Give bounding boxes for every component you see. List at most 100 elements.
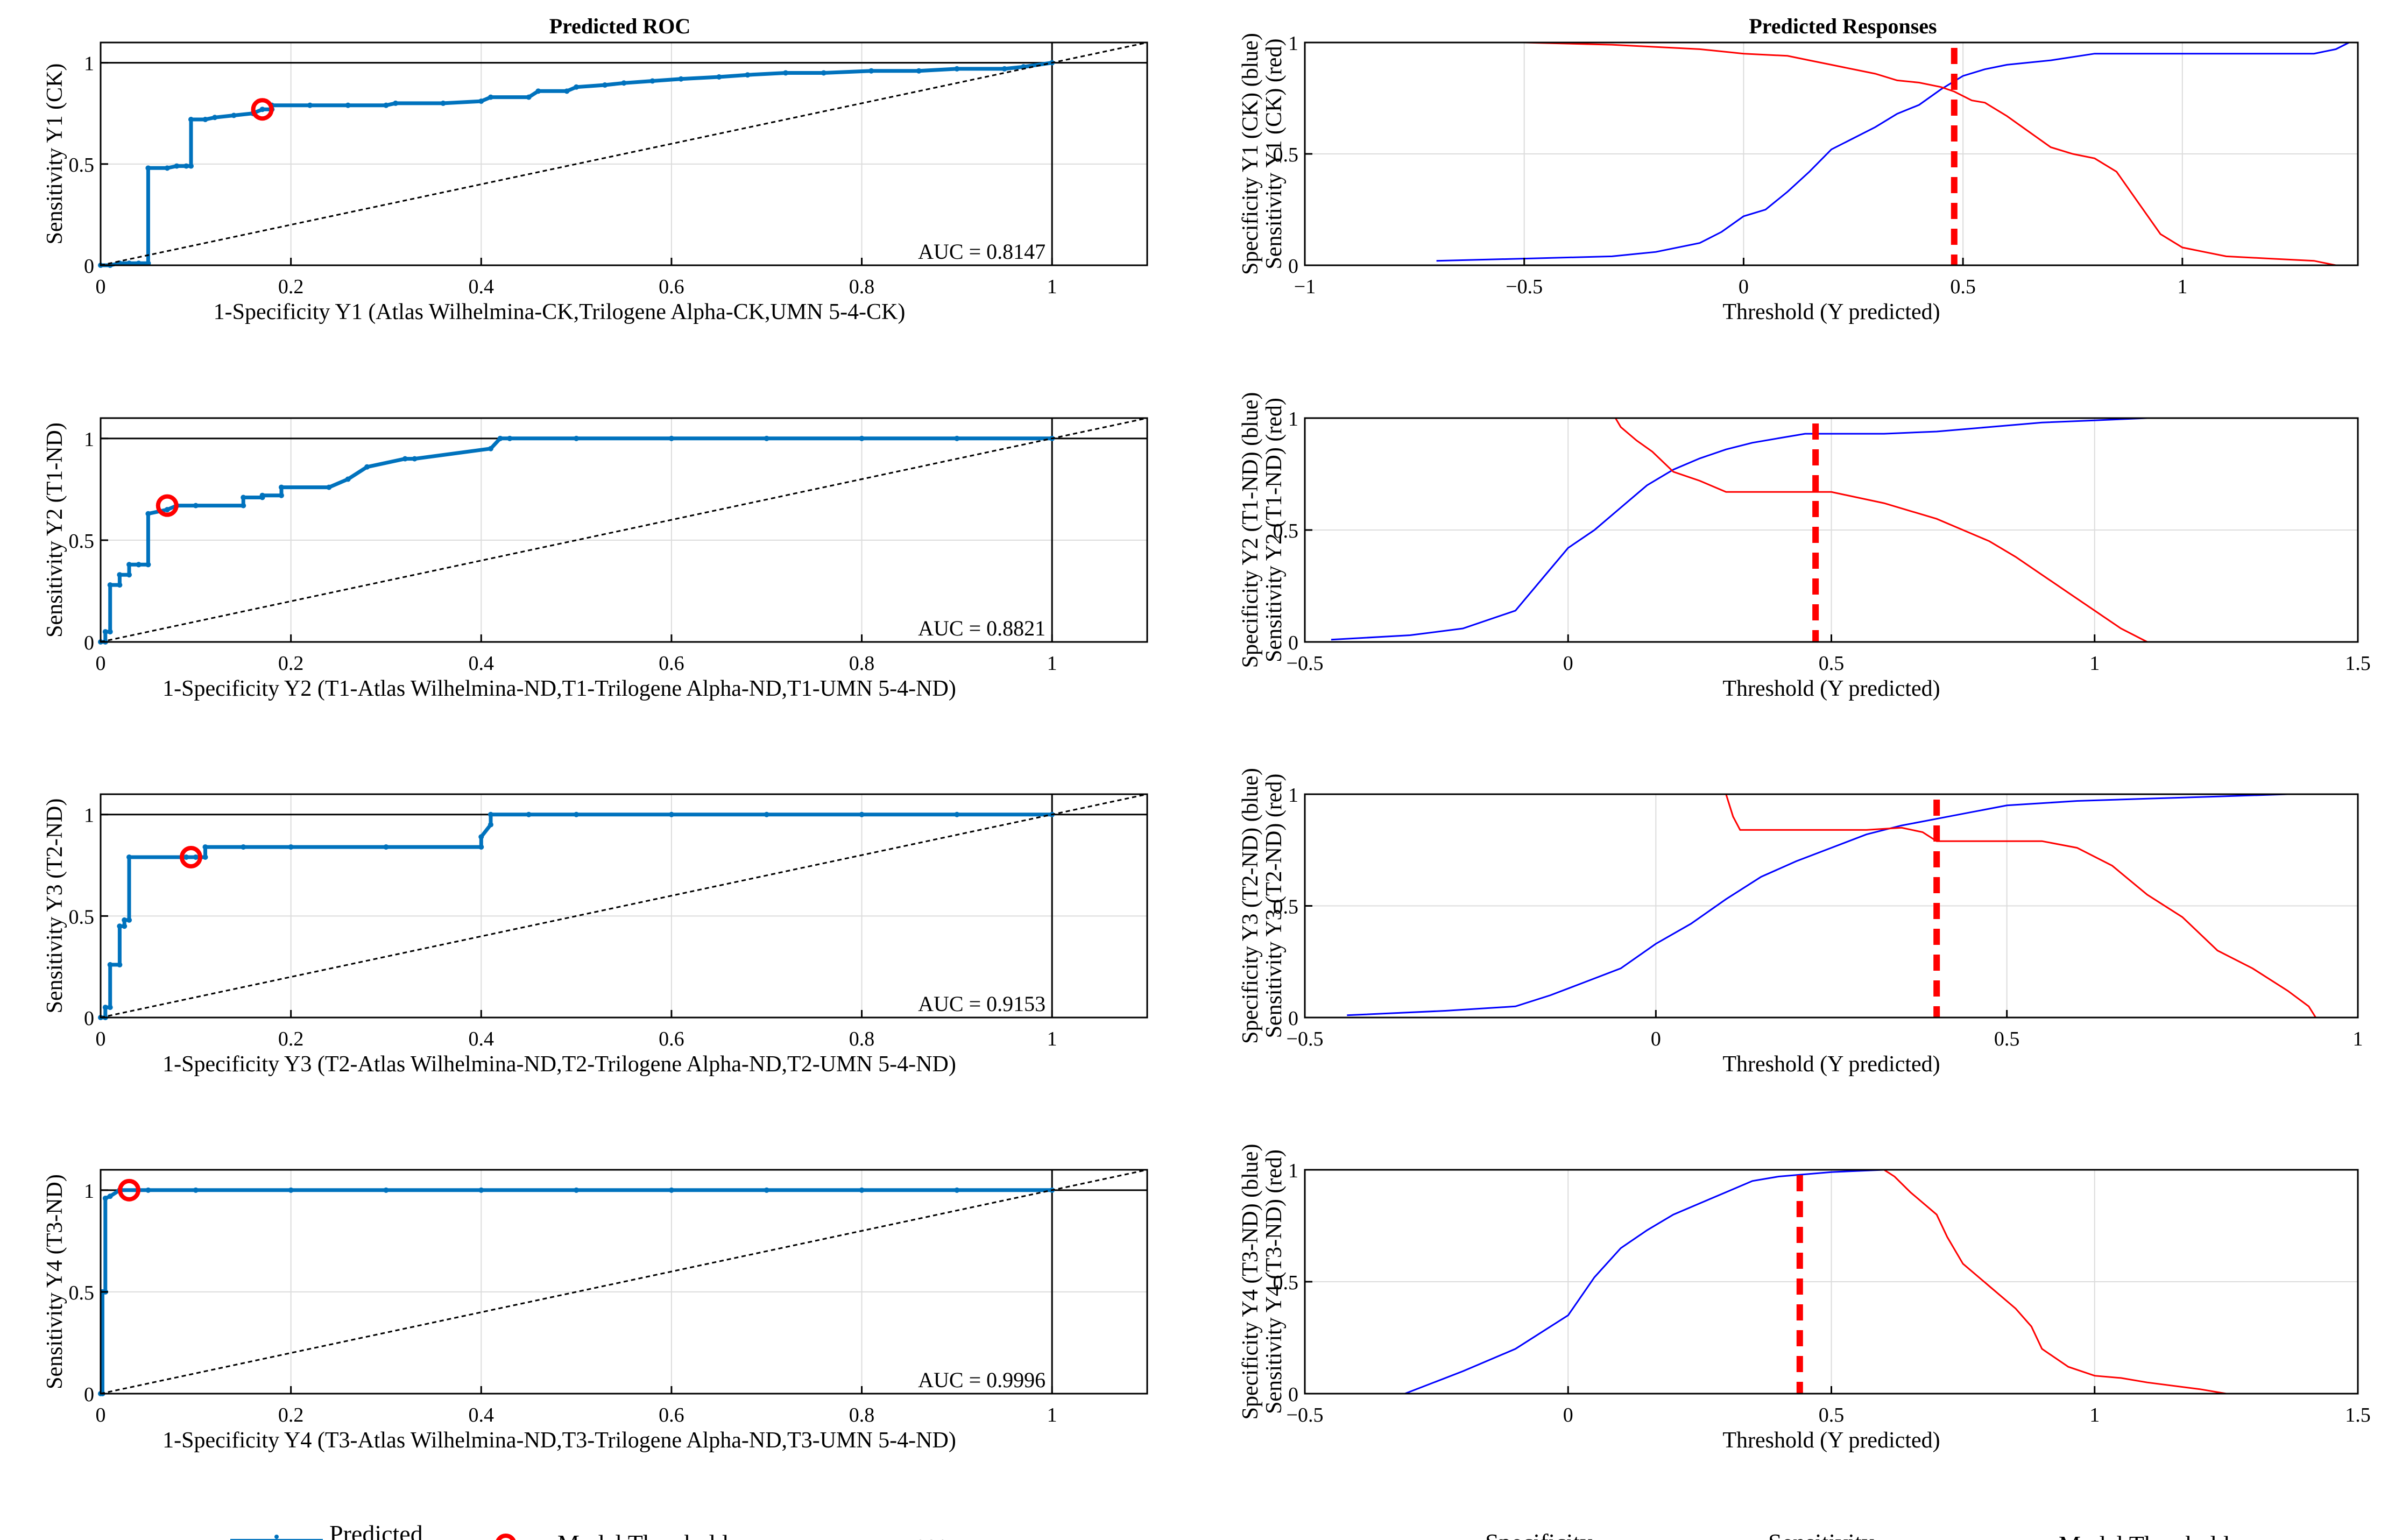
y-tick-label: 1 <box>1288 32 1298 55</box>
y-tick-label: 0 <box>84 255 94 278</box>
x-axis-label: Threshold (Y predicted) <box>1722 1052 1940 1077</box>
predicted-point <box>107 1005 113 1011</box>
predicted-point <box>107 1193 113 1199</box>
auc-label: AUC = 0.9153 <box>918 992 1045 1016</box>
fifty-percent-line <box>100 1169 1148 1395</box>
predicted-point <box>117 582 123 588</box>
legend-threshold-label: Model Threshold <box>557 1530 728 1540</box>
predicted-point <box>564 88 570 94</box>
predicted-point <box>126 572 132 578</box>
x-tick-label: 0 <box>96 1028 106 1050</box>
predicted-point <box>478 834 484 840</box>
legend-threshold-marker <box>496 1534 516 1540</box>
predicted-point <box>383 1187 389 1193</box>
x-tick-label: 1 <box>2089 1404 2100 1426</box>
y-tick-label: 0.5 <box>69 154 95 176</box>
y-axis-label: Sensitivity Y3 (T2-ND) <box>43 799 67 1014</box>
x-tick-label: 0.5 <box>1819 652 1845 675</box>
predicted-point <box>574 84 580 90</box>
x-tick-label: 1 <box>2089 652 2100 675</box>
fifty-percent-line <box>100 41 1148 266</box>
predicted-point <box>136 562 142 568</box>
predicted-point <box>145 511 151 517</box>
legend-fifty-label: 50% <box>902 1534 947 1540</box>
predicted-point <box>478 844 484 850</box>
predicted-point <box>259 492 265 498</box>
chart-panel-4: 0 0.2 0.4 0.6 0.8 1 0 0.5 1 1-Specificity Y4 (T3-… <box>43 1169 1148 1453</box>
predicted-point <box>193 503 199 508</box>
x-tick-label: 1 <box>1047 1028 1057 1050</box>
x-tick-label: 0.6 <box>659 275 684 298</box>
legend-predicted-label: Predicted <box>329 1520 423 1540</box>
predicted-point <box>326 484 332 490</box>
y-tick-label: 0.5 <box>69 906 95 928</box>
y-tick-label: 1 <box>84 53 94 75</box>
y-axis-label-specificity: Specificity Y1 (CK) (blue) <box>1238 33 1263 275</box>
predicted-point <box>117 962 123 967</box>
predicted-point <box>288 1187 294 1193</box>
predicted-point <box>122 923 128 929</box>
predicted-point <box>526 94 532 100</box>
x-tick-label: 1 <box>1047 275 1057 298</box>
x-tick-label: 0 <box>1563 1404 1573 1426</box>
x-tick-label: 0.8 <box>849 1028 875 1050</box>
legend-left: Predicted Model Threshold 50% <box>230 1520 947 1540</box>
predicted-point <box>241 495 246 500</box>
x-tick-label: 1 <box>1047 1404 1057 1426</box>
auc-label: AUC = 0.9996 <box>918 1368 1045 1392</box>
y-tick-label: 1 <box>1288 408 1298 430</box>
x-tick-label: 0 <box>96 652 106 675</box>
predicted-point <box>241 503 246 508</box>
legend-specificity-label: Specificity <box>1485 1529 1592 1540</box>
predicted-point <box>859 811 865 817</box>
auc-label: AUC = 0.8821 <box>918 616 1045 640</box>
predicted-point <box>668 811 674 817</box>
predicted-point <box>764 811 769 817</box>
predicted-point <box>364 464 370 470</box>
x-tick-label: 0.4 <box>469 1404 494 1426</box>
x-tick-label: 0.8 <box>849 1404 875 1426</box>
predicted-point <box>868 68 874 74</box>
y-axis-label-sensitivity: Sensitivity Y1 (CK) (red) <box>1262 39 1287 270</box>
predicted-point <box>202 844 208 850</box>
predicted-point <box>621 80 627 86</box>
predicted-point <box>478 1187 484 1193</box>
y-tick-label: 1 <box>84 1180 94 1203</box>
x-axis-label: 1-Specificity Y2 (T1-Atlas Wilhelmina-ND… <box>163 676 956 701</box>
chart-panel-5: −1 −0.5 0 0.5 1 0 0.5 1 Threshold (Y predicted) S… <box>1238 32 2359 324</box>
predicted-point <box>954 811 960 817</box>
predicted-point <box>188 117 194 123</box>
predicted-point <box>783 70 789 76</box>
y-tick-label: 0 <box>1288 1007 1298 1030</box>
x-tick-label: 0 <box>1651 1028 1661 1050</box>
x-axis-label: Threshold (Y predicted) <box>1722 1428 1940 1453</box>
y-tick-label: 0.5 <box>1273 896 1299 919</box>
roc-title: Predicted ROC <box>549 14 691 38</box>
predicted-point <box>954 1187 960 1193</box>
y-tick-label: 0 <box>84 1383 94 1406</box>
x-tick-label: 0 <box>96 1404 106 1426</box>
predicted-point <box>202 117 208 123</box>
predicted-point <box>188 163 194 169</box>
y-axis-label-specificity: Specificity Y4 (T3-ND) (blue) <box>1238 1144 1263 1420</box>
y-tick-label: 0 <box>1288 1383 1298 1406</box>
predicted-point <box>102 1195 108 1201</box>
x-tick-label: 1 <box>2353 1028 2363 1050</box>
x-tick-label: 0 <box>96 275 106 298</box>
x-tick-label: 0 <box>1739 275 1749 298</box>
y-axis-label-sensitivity: Sensitivity Y2 (T1-ND) (red) <box>1262 398 1287 662</box>
x-tick-label: −0.5 <box>1287 652 1324 675</box>
predicted-point <box>183 854 189 860</box>
predicted-point <box>241 844 246 850</box>
x-tick-label: 0.4 <box>469 1028 494 1050</box>
auc-label: AUC = 0.8147 <box>918 239 1045 264</box>
predicted-point <box>668 435 674 441</box>
predicted-point <box>440 100 446 106</box>
axes-frame <box>100 1169 1148 1395</box>
x-tick-label: 0.6 <box>659 652 684 675</box>
sensitivity-line <box>1436 41 2336 266</box>
predicted-point <box>574 811 580 817</box>
x-tick-label: 1 <box>2177 275 2187 298</box>
